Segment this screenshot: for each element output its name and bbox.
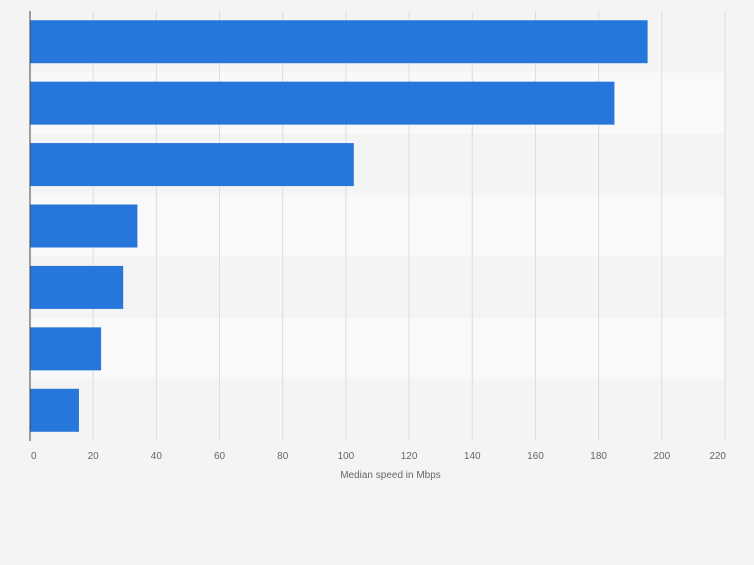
row-band	[30, 256, 725, 319]
bar	[30, 143, 354, 187]
x-tick-label: 40	[151, 451, 163, 462]
row-band	[30, 379, 725, 441]
bar	[30, 204, 138, 248]
bar	[30, 20, 648, 64]
x-tick-label: 80	[277, 451, 289, 462]
x-tick-label: 120	[401, 451, 418, 462]
bars	[30, 20, 648, 432]
x-tick-label: 100	[338, 451, 355, 462]
x-tick-label: 160	[527, 451, 544, 462]
x-tick-label: 60	[214, 451, 226, 462]
x-tick-label: 0	[31, 451, 37, 462]
x-axis-title: Median speed in Mbps	[340, 470, 441, 481]
row-band	[30, 195, 725, 257]
x-axis-ticks: 0 20 40 60 80 100 120 140 160 180 200 220	[31, 451, 726, 462]
x-tick-label: 180	[590, 451, 607, 462]
x-tick-label: 220	[709, 451, 726, 462]
bar	[30, 265, 124, 309]
row-band	[30, 318, 725, 380]
bar	[30, 388, 79, 432]
x-tick-label: 200	[653, 451, 670, 462]
x-tick-label: 20	[88, 451, 100, 462]
bar	[30, 327, 102, 371]
x-tick-label: 140	[464, 451, 481, 462]
bar	[30, 81, 615, 125]
